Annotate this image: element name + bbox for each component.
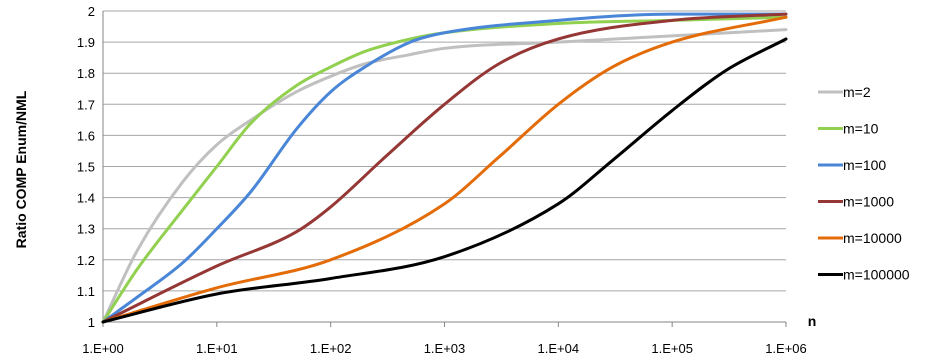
x-tick-label: 1.E+04 <box>538 341 580 356</box>
legend-label: m=100000 <box>843 267 910 283</box>
x-tick-label: 1.E+03 <box>424 341 466 356</box>
y-tick-label: 1.2 <box>77 253 95 268</box>
x-axis-title: n <box>808 313 817 329</box>
series-line-m-1000 <box>101 12 788 324</box>
legend-label: m=10000 <box>843 230 902 246</box>
x-tick-label: 1.E+02 <box>310 341 352 356</box>
series-line-m-10000 <box>101 15 788 324</box>
series-line-m-100000 <box>101 37 788 324</box>
y-tick-label: 1.1 <box>77 284 95 299</box>
x-tick-label: 1.E+05 <box>651 341 693 356</box>
y-tick-label: 1.3 <box>77 222 95 237</box>
legend: m=2 m=10 m=100 m=1000 m=10000 m=100000 <box>818 84 910 283</box>
y-tick-label: 1.4 <box>77 191 95 206</box>
y-tick-labels: 1 1.1 1.2 1.3 1.4 1.5 1.6 1.7 1.8 1.9 2 <box>77 4 95 330</box>
y-tick-label: 1.7 <box>77 97 95 112</box>
series-line-m-10 <box>101 15 788 324</box>
y-tick-label: 1.5 <box>77 160 95 175</box>
legend-label: m=10 <box>843 121 879 137</box>
y-tick-label: 2 <box>88 4 95 19</box>
x-tick-label: 1.E+00 <box>82 341 124 356</box>
x-tick-label: 1.E+06 <box>765 341 807 356</box>
legend-label: m=2 <box>843 84 871 100</box>
legend-label: m=1000 <box>843 194 894 210</box>
x-tick-label: 1.E+01 <box>196 341 238 356</box>
gridlines <box>103 10 786 292</box>
y-tick-label: 1.8 <box>77 66 95 81</box>
series-lines <box>101 12 788 324</box>
series-line-m-100 <box>101 12 788 324</box>
y-tick-label: 1 <box>88 315 95 330</box>
y-tick-label: 1.9 <box>77 35 95 50</box>
y-axis-title: Ratio COMP Enum/NML <box>13 90 29 248</box>
x-tick-labels: 1.E+00 1.E+01 1.E+02 1.E+03 1.E+04 1.E+05 1.E+… <box>82 322 807 356</box>
series-line-m-2 <box>101 28 788 324</box>
legend-label: m=100 <box>843 157 886 173</box>
y-tick-label: 1.6 <box>77 128 95 143</box>
